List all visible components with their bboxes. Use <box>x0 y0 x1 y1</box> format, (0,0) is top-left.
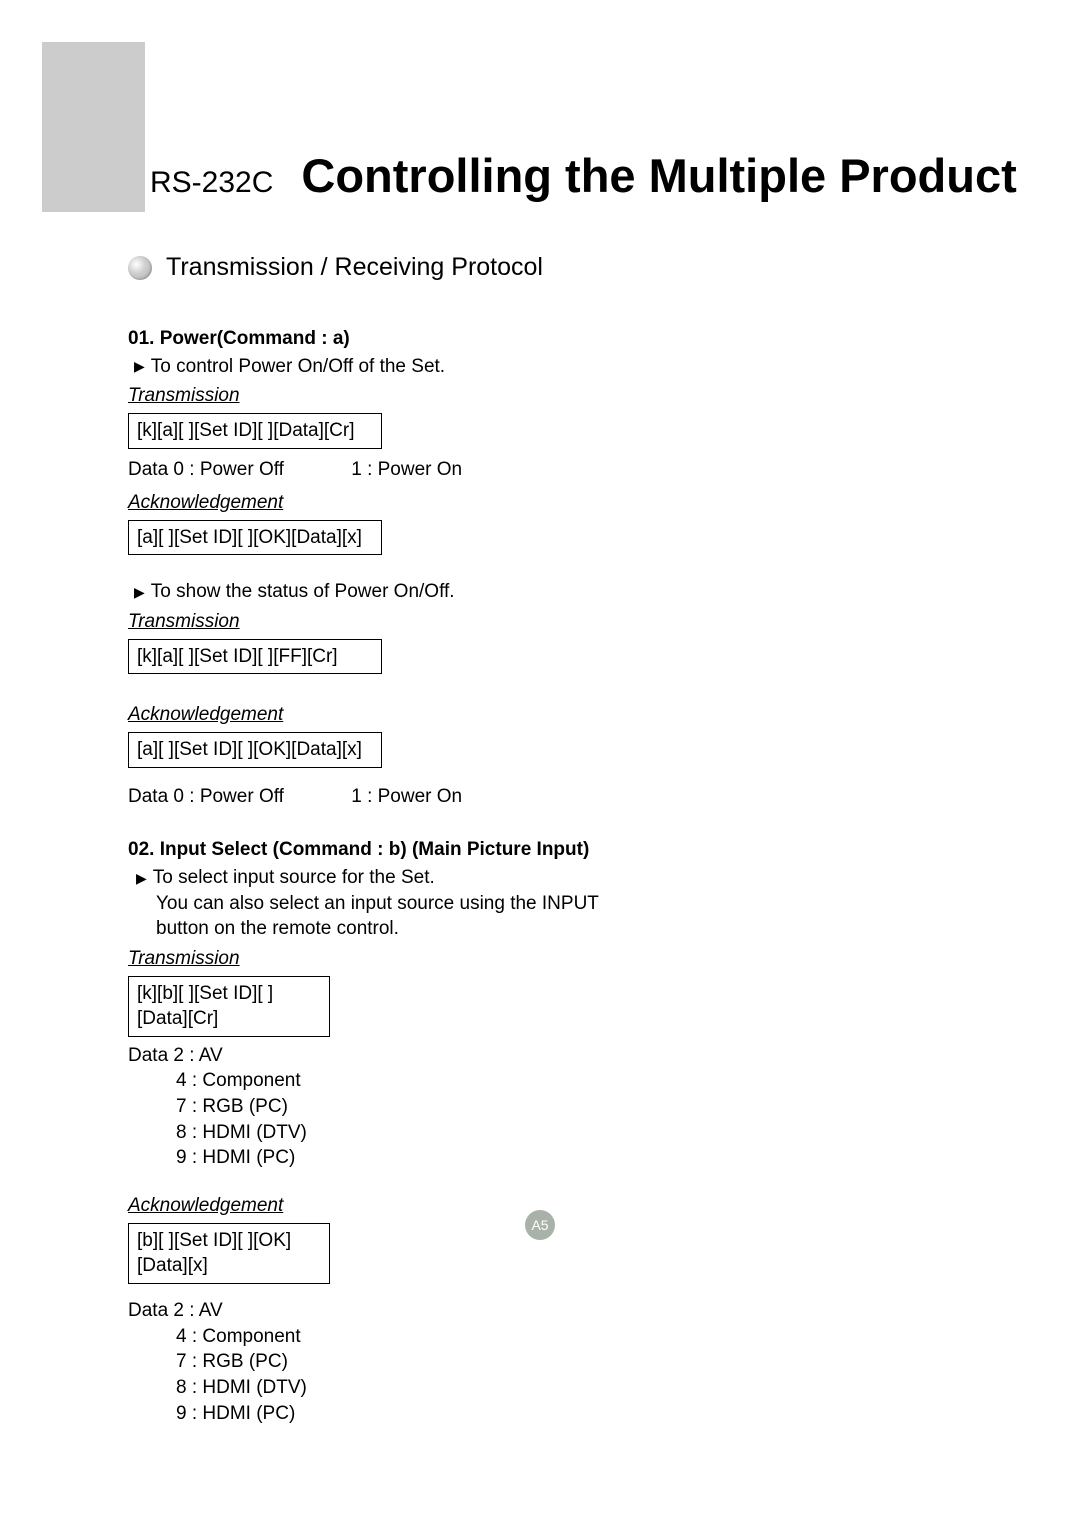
cmd02-list2-head: Data 2 : AV <box>128 1298 928 1324</box>
list-item: 4 : Component <box>176 1068 928 1094</box>
cmd01-desc-row: ▶ To control Power On/Off of the Set. <box>134 354 928 380</box>
list-item: 9 : HDMI (PC) <box>176 1145 928 1171</box>
page-header: RS-232C Controlling the Multiple Product <box>150 148 1017 203</box>
content-body: 01. Power(Command : a) ▶ To control Powe… <box>128 326 928 1426</box>
list-item: 8 : HDMI (DTV) <box>176 1120 928 1146</box>
cmd02-trans-label: Transmission <box>128 946 240 972</box>
cmd01-data2-off: Data 0 : Power Off <box>128 784 284 810</box>
page-number: A5 <box>531 1217 548 1233</box>
list-item: 7 : RGB (PC) <box>176 1349 928 1375</box>
cmd02-list2: 4 : Component 7 : RGB (PC) 8 : HDMI (DTV… <box>128 1324 928 1427</box>
cmd02-ack-code: [b][ ][Set ID][ ][OK][Data][x] <box>128 1223 330 1284</box>
cmd01-trans-code: [k][a][ ][Set ID][ ][Data][Cr] <box>128 413 382 449</box>
triangle-right-icon: ▶ <box>134 585 145 599</box>
header-title: Controlling the Multiple Product <box>301 148 1016 203</box>
cmd01-data-off: Data 0 : Power Off <box>128 457 284 483</box>
cmd02-list-head: Data 2 : AV <box>128 1043 928 1069</box>
cmd02-trans-code: [k][b][ ][Set ID][ ][Data][Cr] <box>128 976 330 1037</box>
cmd01-trans2-label: Transmission <box>128 609 240 635</box>
cmd01-ack2-code: [a][ ][Set ID][ ][OK][Data][x] <box>128 732 382 768</box>
cmd01-data2-on: 1 : Power On <box>351 786 462 807</box>
cmd02-desc3: button on the remote control. <box>156 916 928 942</box>
cmd01-data-row: Data 0 : Power Off 1 : Power On <box>128 457 928 483</box>
cmd02-desc1: To select input source for the Set. <box>153 865 435 891</box>
cmd01-trans2-code: [k][a][ ][Set ID][ ][FF][Cr] <box>128 639 382 675</box>
left-gray-bar <box>42 42 145 212</box>
cmd01-desc2-row: ▶ To show the status of Power On/Off. <box>134 579 928 605</box>
list-item: 8 : HDMI (DTV) <box>176 1375 928 1401</box>
list-item: 9 : HDMI (PC) <box>176 1401 928 1427</box>
cmd01-data-on: 1 : Power On <box>351 459 462 480</box>
page-number-badge: A5 <box>525 1210 555 1240</box>
cmd01-desc2: To show the status of Power On/Off. <box>151 579 455 605</box>
list-item: 7 : RGB (PC) <box>176 1094 928 1120</box>
triangle-right-icon: ▶ <box>136 871 147 885</box>
header-prefix: RS-232C <box>150 166 273 200</box>
cmd01-trans-label: Transmission <box>128 383 240 409</box>
cmd02-ack-label: Acknowledgement <box>128 1193 283 1219</box>
triangle-right-icon: ▶ <box>134 359 145 373</box>
cmd01-data2-row: Data 0 : Power Off 1 : Power On <box>128 784 928 810</box>
sphere-bullet-icon <box>128 256 152 280</box>
cmd01-ack-code: [a][ ][Set ID][ ][OK][Data][x] <box>128 520 382 556</box>
cmd02-desc-row: ▶ To select input source for the Set. <box>136 865 928 891</box>
cmd01-ack-label: Acknowledgement <box>128 490 283 516</box>
section-title-row: Transmission / Receiving Protocol <box>128 253 543 282</box>
cmd01-desc: To control Power On/Off of the Set. <box>151 354 445 380</box>
cmd01-ack2-label: Acknowledgement <box>128 702 283 728</box>
cmd02-list: 4 : Component 7 : RGB (PC) 8 : HDMI (DTV… <box>128 1068 928 1171</box>
cmd02-desc2: You can also select an input source usin… <box>156 891 928 917</box>
cmd02-heading: 02. Input Select (Command : b) (Main Pic… <box>128 837 928 863</box>
section-title: Transmission / Receiving Protocol <box>166 253 543 282</box>
cmd01-heading: 01. Power(Command : a) <box>128 326 928 352</box>
list-item: 4 : Component <box>176 1324 928 1350</box>
